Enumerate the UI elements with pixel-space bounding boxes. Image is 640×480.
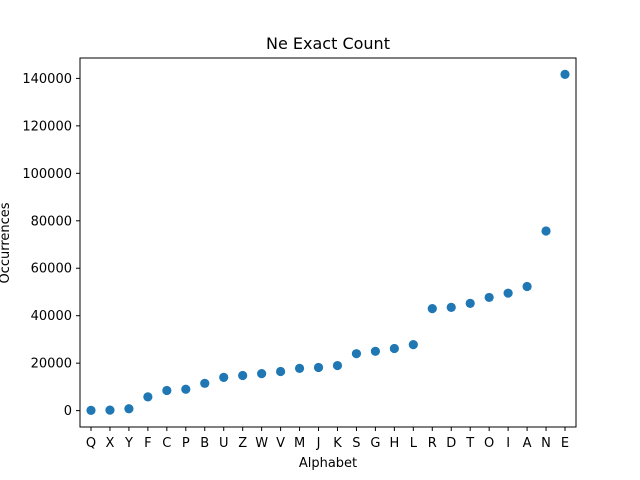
- x-tick-label-Q: Q: [86, 436, 96, 451]
- data-point-N: [541, 226, 551, 236]
- data-point-A: [522, 281, 532, 292]
- data-point-P: [181, 384, 191, 394]
- data-point-X: [105, 405, 115, 415]
- plot-frame: [79, 57, 577, 428]
- data-point-T: [465, 298, 475, 308]
- x-tick-label-J: J: [316, 436, 321, 451]
- x-tick-label-N: N: [541, 436, 551, 451]
- data-point-K: [332, 360, 343, 371]
- data-point-Q: [86, 405, 96, 415]
- data-point-I: [503, 288, 513, 298]
- data-point-B: [200, 378, 210, 388]
- x-tick-label-P: P: [182, 436, 190, 451]
- y-tick-label-140000: 140000: [22, 72, 72, 87]
- x-tick-label-Z: Z: [238, 436, 247, 451]
- x-tick-label-H: H: [389, 436, 399, 451]
- data-point-O: [484, 292, 494, 303]
- data-point-Z: [238, 370, 248, 381]
- y-tick-label-0: 0: [64, 404, 72, 419]
- x-tick-label-F: F: [144, 436, 151, 451]
- y-axis-label: Occurrences: [0, 202, 13, 283]
- x-tick-label-S: S: [352, 436, 360, 451]
- data-point-R: [427, 303, 437, 314]
- data-point-F: [143, 392, 153, 402]
- y-axis-ticks: 0 20000 40000 60000 80000 100000 120000 140000: [22, 72, 80, 419]
- data-point-S: [351, 349, 362, 359]
- y-tick-label-100000: 100000: [22, 167, 72, 182]
- x-tick-label-D: D: [446, 436, 456, 451]
- y-tick-label-120000: 120000: [22, 119, 72, 134]
- y-tick-label-20000: 20000: [31, 357, 72, 372]
- x-tick-label-O: O: [484, 436, 494, 451]
- data-point-J: [313, 362, 324, 373]
- x-tick-label-V: V: [276, 436, 285, 451]
- x-tick-label-M: M: [294, 436, 305, 451]
- data-point-V: [275, 366, 286, 377]
- data-point-Y: [124, 404, 134, 414]
- x-tick-label-R: R: [428, 436, 437, 451]
- data-points: [86, 69, 570, 415]
- data-point-U: [219, 372, 229, 383]
- data-point-W: [257, 369, 267, 379]
- data-point-D: [446, 302, 456, 313]
- x-tick-label-T: T: [465, 436, 474, 451]
- x-tick-label-W: W: [255, 436, 268, 451]
- x-tick-label-G: G: [370, 436, 380, 451]
- data-point-G: [370, 346, 381, 356]
- x-tick-label-U: U: [219, 436, 229, 451]
- data-point-E: [560, 69, 570, 79]
- x-tick-label-E: E: [561, 436, 569, 451]
- x-tick-label-I: I: [506, 436, 510, 451]
- data-point-L: [408, 340, 418, 350]
- x-tick-label-C: C: [162, 436, 171, 451]
- y-tick-label-40000: 40000: [31, 309, 72, 324]
- data-point-M: [294, 363, 305, 373]
- x-axis-label: Alphabet: [299, 456, 357, 471]
- y-tick-label-80000: 80000: [31, 214, 72, 229]
- x-tick-label-A: A: [523, 436, 532, 451]
- y-tick-label-60000: 60000: [31, 262, 72, 277]
- data-point-C: [162, 385, 172, 396]
- x-tick-label-K: K: [333, 436, 342, 451]
- x-tick-label-X: X: [106, 436, 115, 451]
- chart-title: Ne Exact Count: [266, 34, 390, 53]
- x-tick-label-L: L: [410, 436, 418, 451]
- data-point-H: [389, 343, 399, 354]
- x-tick-label-Y: Y: [124, 436, 133, 451]
- x-tick-label-B: B: [200, 436, 209, 451]
